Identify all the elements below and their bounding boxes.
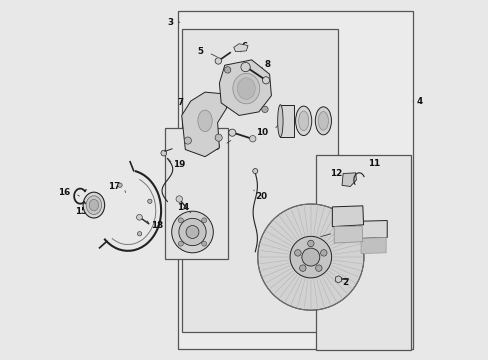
Circle shape — [241, 62, 250, 72]
Bar — [316, 155, 410, 350]
Ellipse shape — [277, 105, 283, 137]
Ellipse shape — [86, 196, 102, 215]
Text: 7: 7 — [177, 98, 183, 107]
Bar — [178, 12, 412, 348]
Text: 14: 14 — [177, 203, 189, 212]
Circle shape — [118, 183, 122, 187]
Text: 3: 3 — [167, 18, 173, 27]
Ellipse shape — [198, 110, 212, 132]
Polygon shape — [182, 92, 226, 157]
Circle shape — [178, 241, 183, 246]
Circle shape — [252, 168, 257, 174]
Circle shape — [178, 218, 183, 223]
Text: 20: 20 — [255, 192, 267, 201]
Ellipse shape — [315, 107, 331, 135]
Circle shape — [294, 250, 301, 256]
Text: 10: 10 — [255, 128, 267, 137]
Text: 5: 5 — [197, 47, 203, 56]
Text: 19: 19 — [173, 161, 185, 170]
Polygon shape — [280, 105, 293, 137]
Circle shape — [228, 129, 235, 136]
Ellipse shape — [232, 73, 259, 104]
Text: 6: 6 — [242, 42, 247, 51]
Ellipse shape — [237, 78, 255, 99]
Circle shape — [201, 218, 206, 223]
Text: 12: 12 — [329, 169, 341, 178]
Text: 16: 16 — [58, 188, 70, 197]
Circle shape — [224, 67, 230, 73]
Polygon shape — [332, 206, 363, 226]
Circle shape — [262, 77, 269, 84]
Circle shape — [185, 226, 199, 238]
Circle shape — [201, 241, 206, 246]
Text: 9: 9 — [214, 143, 220, 152]
Circle shape — [184, 137, 191, 144]
Text: 11: 11 — [367, 159, 380, 168]
Circle shape — [136, 215, 142, 220]
Circle shape — [257, 204, 363, 310]
Circle shape — [215, 58, 221, 64]
Ellipse shape — [89, 199, 99, 211]
Circle shape — [176, 196, 182, 202]
Text: 8: 8 — [264, 60, 270, 69]
Polygon shape — [333, 226, 362, 243]
Text: 13: 13 — [193, 121, 205, 130]
Circle shape — [215, 134, 222, 141]
Circle shape — [307, 240, 313, 247]
Polygon shape — [360, 237, 386, 253]
Circle shape — [299, 265, 305, 271]
Bar — [164, 128, 228, 259]
Circle shape — [320, 250, 326, 256]
Bar — [182, 30, 337, 332]
Circle shape — [161, 150, 166, 156]
Circle shape — [249, 135, 255, 142]
Ellipse shape — [83, 192, 104, 218]
Ellipse shape — [318, 112, 328, 130]
Circle shape — [147, 199, 152, 203]
Text: 1: 1 — [333, 229, 340, 238]
Polygon shape — [341, 173, 356, 186]
Text: 2: 2 — [342, 278, 348, 287]
Text: 4: 4 — [416, 96, 422, 105]
Circle shape — [179, 219, 206, 246]
Circle shape — [261, 106, 267, 113]
Circle shape — [289, 236, 331, 278]
Text: 17: 17 — [108, 182, 121, 191]
Polygon shape — [335, 276, 341, 283]
Circle shape — [301, 248, 319, 266]
Polygon shape — [219, 60, 271, 116]
Polygon shape — [233, 44, 247, 51]
Circle shape — [315, 265, 322, 271]
Ellipse shape — [298, 111, 308, 131]
Text: 15: 15 — [75, 207, 87, 216]
Circle shape — [137, 231, 142, 236]
Circle shape — [171, 211, 213, 253]
Text: 18: 18 — [151, 221, 163, 230]
Polygon shape — [359, 221, 386, 238]
Ellipse shape — [295, 106, 311, 135]
